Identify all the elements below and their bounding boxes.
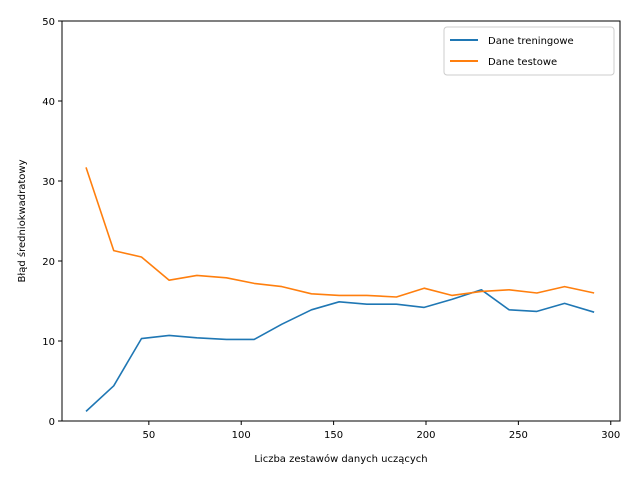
x-tick-label: 250: [509, 430, 528, 441]
x-tick-label: 200: [416, 430, 435, 441]
y-tick-label: 40: [42, 97, 55, 108]
y-tick-label: 10: [42, 337, 55, 348]
y-axis: 0 10 20 30 40 50: [42, 17, 62, 428]
x-tick-label: 300: [601, 430, 620, 441]
legend-label-train: Dane treningowe: [488, 36, 574, 47]
legend: Dane treningowe Dane testowe: [443, 26, 615, 76]
legend-label-test: Dane testowe: [488, 57, 557, 68]
legend-box: [443, 26, 615, 76]
x-tick-label: 150: [324, 430, 343, 441]
x-axis: 50 100 150 200 250 300: [142, 421, 620, 441]
y-tick-label: 20: [42, 257, 55, 268]
y-tick-label: 50: [42, 17, 55, 28]
y-tick-label: 0: [49, 417, 55, 428]
x-tick-label: 100: [232, 430, 251, 441]
series-line-train: [85, 288, 595, 412]
x-tick-label: 50: [142, 430, 155, 441]
y-axis-label: Błąd średniokwadratowy: [16, 159, 28, 282]
series-lines: [85, 167, 595, 412]
y-tick-label: 30: [42, 177, 55, 188]
plot-area: [61, 20, 621, 422]
series-line-test: [85, 167, 595, 298]
x-axis-label: Liczba zestawów danych uczących: [254, 453, 427, 465]
